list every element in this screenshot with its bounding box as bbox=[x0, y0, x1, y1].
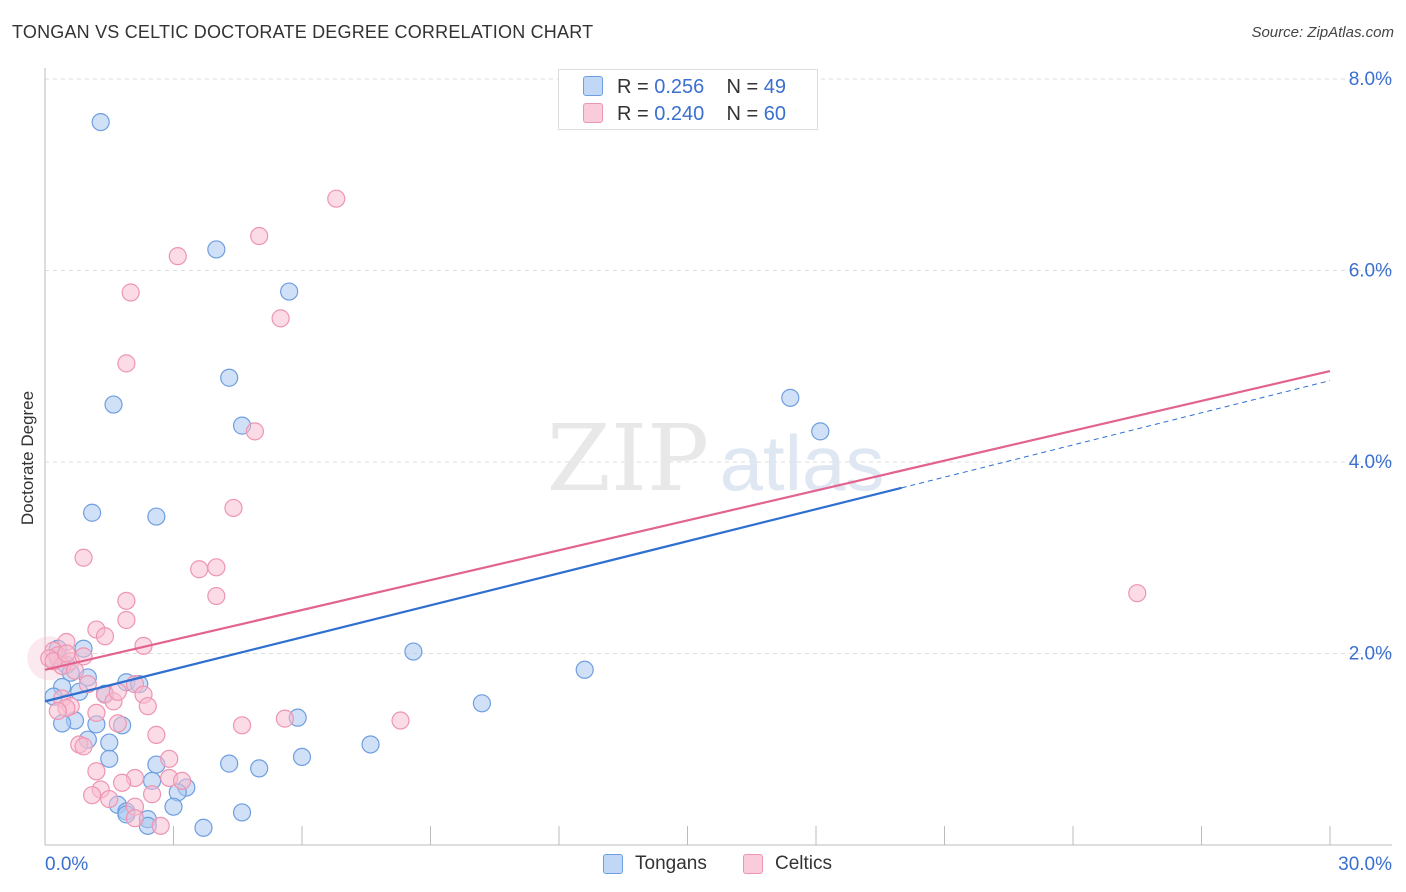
celtics-point bbox=[112, 773, 132, 792]
celtics-point bbox=[147, 725, 166, 744]
celtics-point bbox=[100, 789, 119, 809]
n-value: 60 bbox=[763, 102, 787, 125]
celtics-trend-line bbox=[44, 369, 1331, 671]
tongans-point bbox=[100, 733, 119, 752]
tongans-point bbox=[232, 803, 252, 822]
tongans-point bbox=[104, 395, 123, 414]
trend-layer bbox=[44, 369, 1331, 703]
celtics-point bbox=[87, 762, 106, 781]
tongans-point bbox=[280, 282, 299, 301]
celtics-point bbox=[151, 816, 170, 835]
celtics-point bbox=[327, 189, 346, 208]
tick-labels: 2.0% 4.0% 6.0% 8.0% 0.0% 30.0% bbox=[45, 69, 1392, 875]
tongans-point bbox=[147, 507, 166, 526]
celtics-point bbox=[83, 786, 102, 805]
celtics-point bbox=[117, 354, 136, 373]
y-axis-label: Doctorate Degree bbox=[18, 390, 37, 526]
celtics-point bbox=[48, 701, 67, 721]
celtics-legend-swatch bbox=[743, 854, 763, 874]
tongans-point bbox=[781, 388, 800, 407]
y-tick-label: 8.0% bbox=[1349, 69, 1392, 90]
tongans-point bbox=[194, 818, 213, 837]
tongans-point bbox=[404, 642, 423, 661]
celtics-point bbox=[117, 591, 136, 610]
tongans-point bbox=[164, 797, 183, 816]
celtics-point bbox=[121, 283, 140, 302]
celtics-point bbox=[172, 771, 192, 790]
celtics-point bbox=[160, 749, 179, 768]
tongans-point bbox=[292, 747, 312, 767]
chart-title: TONGAN VS CELTIC DOCTORATE DEGREE CORREL… bbox=[12, 22, 594, 42]
watermark-atlas: atlas bbox=[720, 419, 885, 507]
celtics-point bbox=[138, 697, 157, 716]
legend-item-celtics[interactable]: Celtics bbox=[743, 851, 832, 877]
celtics-point bbox=[78, 675, 97, 694]
celtics-point bbox=[224, 498, 243, 518]
y-tick-label: 4.0% bbox=[1349, 452, 1392, 473]
celtics-point bbox=[95, 627, 115, 646]
tongans-legend-swatch bbox=[603, 854, 623, 874]
celtics-point bbox=[74, 548, 93, 567]
tongans-point bbox=[250, 759, 269, 778]
celtics-point bbox=[207, 586, 226, 606]
celtics-point bbox=[108, 714, 127, 733]
x-tick-label: 30.0% bbox=[1338, 854, 1392, 875]
celtics-point bbox=[1128, 584, 1147, 603]
celtics-swatch bbox=[583, 103, 603, 123]
legend-item-tongans[interactable]: Tongans bbox=[603, 851, 707, 877]
r-value: 0.256 bbox=[654, 75, 705, 98]
celtics-point bbox=[190, 560, 209, 579]
tongans-point bbox=[220, 368, 239, 387]
celtics-point bbox=[245, 422, 264, 441]
y-tick-label: 2.0% bbox=[1349, 644, 1392, 665]
tongans-point bbox=[472, 694, 491, 713]
stats-box: R = 0.256 N = 49 R = 0.240 N = 60 bbox=[558, 69, 818, 130]
watermark: ZIP atlas bbox=[547, 405, 884, 512]
axes-layer bbox=[44, 68, 1392, 846]
celtics-point bbox=[391, 711, 410, 730]
stats-row-tongans: R = 0.256 N = 49 bbox=[583, 74, 787, 100]
source-credit: Source: ZipAtlas.com bbox=[1251, 24, 1394, 41]
tongans-point bbox=[91, 112, 110, 132]
tongans-trend-extension bbox=[901, 380, 1331, 489]
n-value: 49 bbox=[763, 75, 787, 98]
celtics-point bbox=[168, 247, 187, 266]
tongans-point bbox=[100, 749, 119, 768]
x-tick-label: 0.0% bbox=[45, 854, 88, 875]
celtics-point bbox=[207, 558, 226, 577]
watermark-zip: ZIP bbox=[547, 405, 709, 512]
celtics-point bbox=[232, 716, 252, 735]
tongans-swatch bbox=[583, 76, 603, 96]
celtics-point bbox=[271, 309, 290, 328]
celtics-point bbox=[250, 226, 269, 246]
tongans-point bbox=[220, 754, 239, 773]
celtics-point bbox=[117, 610, 136, 630]
r-label: R = bbox=[617, 102, 649, 125]
y-tick-label: 6.0% bbox=[1349, 261, 1392, 282]
celtics-point bbox=[142, 785, 162, 804]
tongans-point bbox=[207, 240, 226, 259]
n-label: N = bbox=[726, 102, 759, 125]
celtics-point bbox=[87, 703, 106, 722]
n-label: N = bbox=[726, 75, 759, 98]
tongans-point bbox=[83, 503, 102, 522]
grid-layer bbox=[45, 78, 1392, 654]
celtics-point bbox=[57, 644, 76, 663]
legend-label: Tongans bbox=[635, 853, 707, 874]
celtics-point bbox=[125, 809, 145, 828]
legend-label: Celtics bbox=[775, 853, 833, 874]
points-layer bbox=[27, 112, 1147, 837]
tongans-point bbox=[361, 735, 380, 754]
celtics-point bbox=[108, 682, 127, 701]
r-label: R = bbox=[617, 75, 649, 98]
legend: Tongans Celtics bbox=[0, 851, 1406, 877]
celtics-point bbox=[74, 737, 93, 756]
tongans-trend-line bbox=[44, 486, 902, 703]
tongans-point bbox=[811, 422, 830, 441]
tongans-point bbox=[575, 660, 594, 679]
stats-row-celtics: R = 0.240 N = 60 bbox=[583, 101, 787, 127]
r-value: 0.240 bbox=[654, 102, 705, 125]
celtics-point bbox=[275, 709, 294, 728]
